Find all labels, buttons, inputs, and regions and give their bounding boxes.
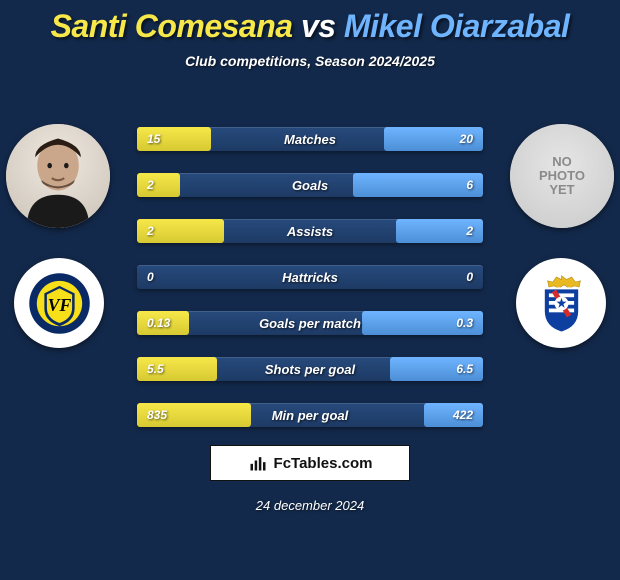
left-value: 2: [137, 219, 164, 243]
site-name: FcTables.com: [274, 455, 373, 472]
stat-row: 835422Min per goal: [137, 403, 483, 427]
vs-label: vs: [301, 8, 336, 44]
left-value: 0: [137, 265, 164, 289]
left-value: 835: [137, 403, 177, 427]
bar-chart-icon: [248, 453, 268, 473]
right-value: 6: [456, 173, 483, 197]
real-sociedad-crest-icon: [530, 272, 593, 335]
right-value: 422: [443, 403, 483, 427]
stat-row: 0 0Hattricks: [137, 265, 483, 289]
stat-row: 5.56.5Shots per goal: [137, 357, 483, 381]
right-value: 20: [450, 127, 483, 151]
right-value: 0.3: [446, 311, 483, 335]
right-value: 0: [456, 265, 483, 289]
right-value: 6.5: [446, 357, 483, 381]
player1-name: Santi Comesana: [51, 8, 293, 44]
no-photo-label: NO PHOTO YET: [510, 124, 614, 228]
player1-photo-placeholder: [6, 124, 110, 228]
stat-row: 26Goals: [137, 173, 483, 197]
left-value: 2: [137, 173, 164, 197]
fctables-badge: FcTables.com: [210, 445, 410, 481]
stat-row: 22Assists: [137, 219, 483, 243]
left-value: 15: [137, 127, 170, 151]
player2-avatar: NO PHOTO YET: [510, 124, 614, 228]
stat-label: Hattricks: [137, 265, 483, 289]
player2-club-crest: [516, 258, 606, 348]
subtitle: Club competitions, Season 2024/2025: [0, 53, 620, 69]
villarreal-crest-icon: VF: [28, 272, 91, 335]
left-value: 5.5: [137, 357, 174, 381]
player1-club-crest: VF: [14, 258, 104, 348]
date-label: 24 december 2024: [0, 498, 620, 513]
stat-row: 1520Matches: [137, 127, 483, 151]
player1-avatar: [6, 124, 110, 228]
comparison-title: Santi Comesana vs Mikel Oiarzabal: [0, 0, 620, 45]
right-value: 2: [456, 219, 483, 243]
svg-text:VF: VF: [47, 295, 71, 315]
player2-name: Mikel Oiarzabal: [344, 8, 569, 44]
stats-bar-chart: 1520Matches26Goals22Assists00Hattricks0.…: [137, 127, 483, 449]
stat-row: 0.130.3Goals per match: [137, 311, 483, 335]
left-value: 0.13: [137, 311, 180, 335]
